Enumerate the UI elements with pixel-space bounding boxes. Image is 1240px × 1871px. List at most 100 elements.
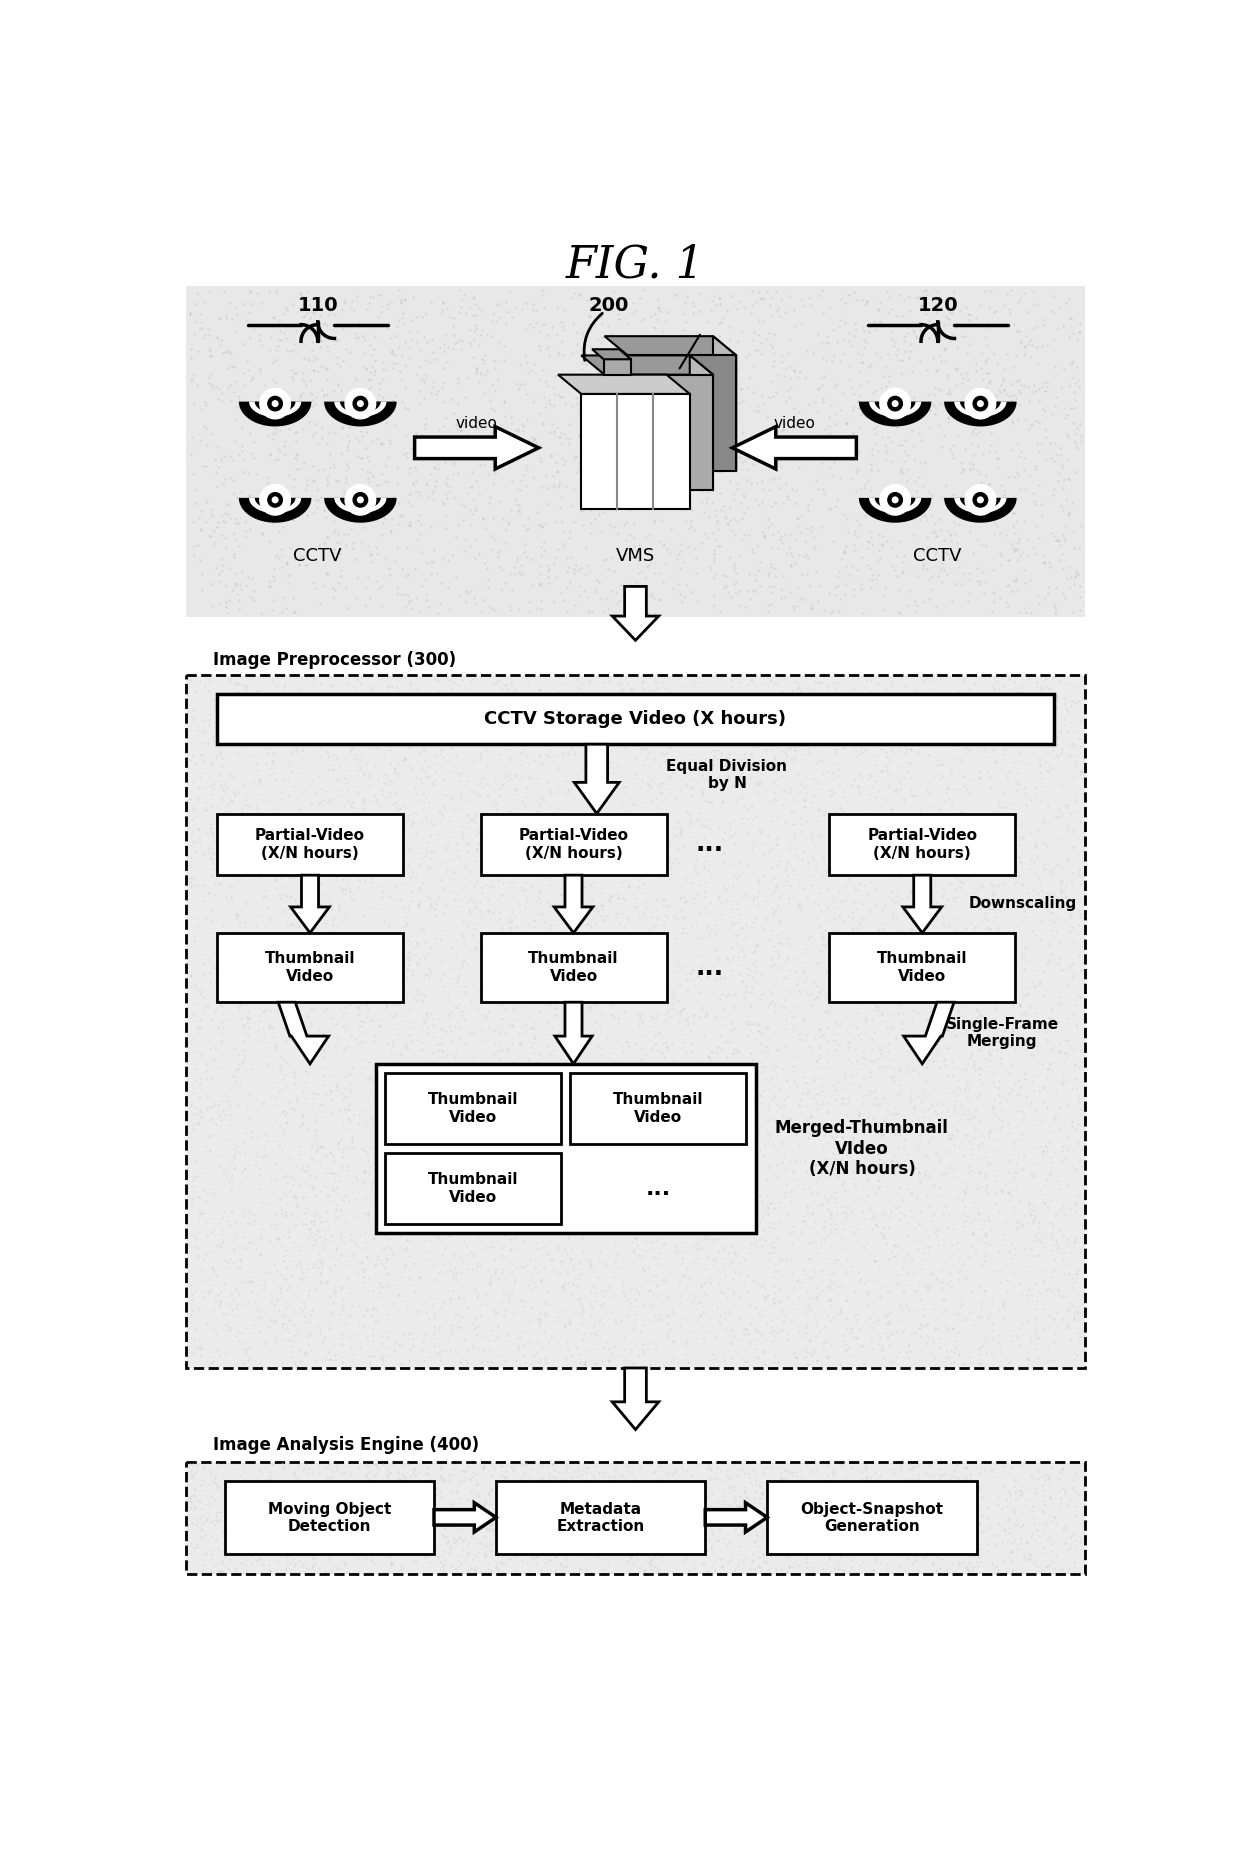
Point (384, 885, 404, 915)
Point (345, 980, 365, 1010)
Point (957, 1173, 977, 1203)
Point (821, 1330, 841, 1360)
Point (765, 1231, 785, 1261)
Point (1060, 573, 1080, 602)
Point (553, 690, 573, 720)
Point (423, 1471, 443, 1501)
Point (552, 417, 572, 447)
Point (808, 793, 828, 823)
Point (210, 374, 229, 404)
Point (527, 511, 547, 541)
Point (1042, 1037, 1061, 1066)
Point (837, 1304, 857, 1334)
Point (650, 718, 670, 748)
Point (306, 778, 326, 808)
Point (946, 1540, 966, 1570)
Point (565, 279, 585, 309)
Point (730, 1130, 750, 1160)
Point (534, 1300, 554, 1330)
Point (691, 952, 711, 982)
Point (940, 857, 960, 887)
Point (699, 1042, 719, 1072)
Point (639, 696, 658, 726)
Point (196, 795, 216, 825)
Point (821, 1231, 841, 1261)
Text: Thumbnail
Video: Thumbnail Video (265, 950, 355, 984)
Point (644, 1458, 663, 1487)
Polygon shape (874, 498, 915, 509)
Point (761, 578, 781, 608)
Point (852, 1042, 872, 1072)
Point (190, 1521, 210, 1551)
Point (304, 466, 324, 496)
Point (280, 1510, 300, 1540)
Point (924, 380, 944, 410)
Point (310, 1147, 330, 1177)
Point (376, 1095, 396, 1124)
Point (973, 958, 993, 988)
Point (1021, 460, 1040, 490)
Point (884, 887, 904, 917)
Point (1025, 451, 1045, 481)
Point (577, 1478, 596, 1508)
Point (234, 1008, 254, 1038)
Point (675, 496, 694, 526)
Point (806, 556, 826, 586)
Point (453, 1248, 472, 1278)
Point (1009, 284, 1029, 314)
Point (702, 1534, 722, 1564)
Point (846, 1538, 866, 1568)
Point (796, 962, 816, 992)
Point (311, 1269, 331, 1298)
Point (1030, 786, 1050, 816)
Point (341, 733, 361, 763)
Point (870, 1134, 890, 1164)
Point (883, 999, 903, 1029)
Point (1006, 1484, 1025, 1514)
Point (825, 799, 844, 829)
Point (419, 1465, 439, 1495)
Point (237, 801, 257, 831)
Point (777, 1323, 797, 1353)
Point (444, 447, 464, 477)
Point (665, 1201, 684, 1231)
Circle shape (893, 498, 898, 503)
Point (784, 745, 804, 775)
Point (936, 703, 956, 733)
Point (231, 1233, 250, 1263)
Point (410, 1091, 430, 1121)
Point (242, 1267, 262, 1297)
Point (615, 1166, 635, 1196)
Point (374, 907, 394, 937)
Point (790, 776, 810, 806)
Point (465, 311, 485, 341)
Point (718, 979, 738, 1008)
Point (1024, 1525, 1044, 1555)
Point (383, 758, 403, 788)
Point (794, 1205, 813, 1235)
Point (229, 1529, 249, 1559)
Point (742, 805, 761, 834)
Point (331, 374, 351, 404)
Point (366, 1248, 386, 1278)
Point (398, 1325, 418, 1355)
Point (640, 1134, 660, 1164)
Point (311, 870, 331, 900)
Point (811, 363, 831, 393)
Point (190, 544, 210, 574)
Point (737, 576, 756, 606)
Point (646, 1467, 666, 1497)
Point (532, 861, 552, 891)
Point (391, 286, 410, 316)
Point (601, 397, 621, 427)
Point (347, 685, 367, 715)
Point (1044, 907, 1064, 937)
Point (603, 1220, 622, 1250)
Point (360, 404, 379, 434)
Point (559, 1070, 579, 1100)
Point (1059, 1295, 1079, 1325)
Point (584, 1042, 604, 1072)
Point (653, 567, 673, 597)
Point (217, 1471, 237, 1501)
Point (942, 586, 962, 616)
